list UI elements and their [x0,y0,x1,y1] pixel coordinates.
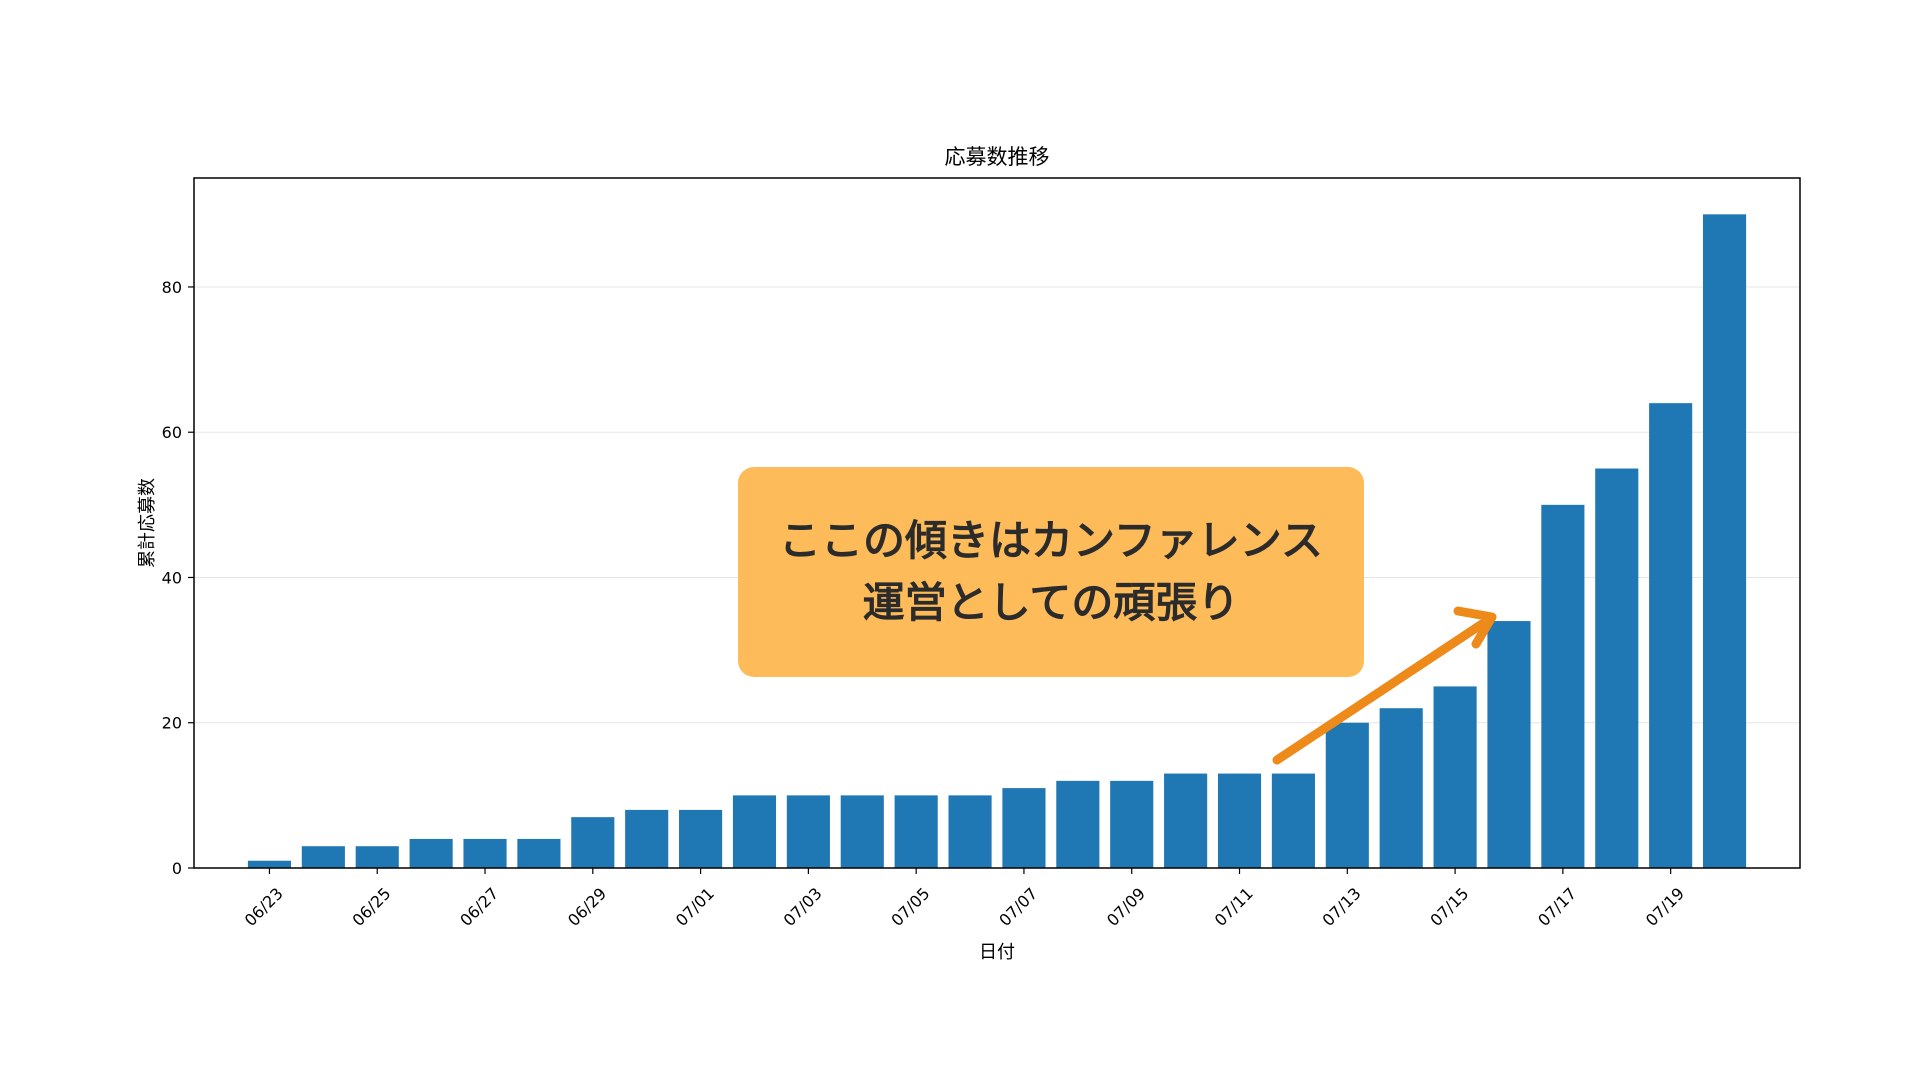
y-tick-label: 20 [162,714,182,733]
chart-title: 応募数推移 [945,145,1050,169]
x-tick-label: 07/13 [1319,884,1365,930]
x-tick-label: 07/07 [995,884,1041,930]
x-tick-label: 07/11 [1211,884,1257,930]
bar [1379,708,1423,868]
x-tick-label: 07/03 [780,884,826,930]
x-tick-label: 06/23 [241,884,287,930]
bar [786,795,830,868]
bar [732,795,777,868]
bar [1271,773,1315,868]
y-axis-label: 累計応募数 [137,478,158,568]
bar [1056,780,1100,868]
bar [517,838,561,868]
x-tick-label: 07/19 [1642,884,1688,930]
bars [247,214,1747,868]
x-tick-label: 06/29 [564,884,610,930]
arrow-shaft [1272,619,1487,765]
x-tick-label: 07/05 [887,884,933,930]
bar [409,838,453,868]
bar [355,846,399,868]
bar [1649,403,1693,868]
bar [1487,621,1531,868]
x-tick-label: 07/01 [672,884,718,930]
bar [247,860,292,868]
bar [894,795,938,868]
x-tick-label: 07/17 [1534,884,1580,930]
x-tick-label: 06/25 [349,884,395,930]
bar [840,795,884,868]
bar [571,817,615,868]
y-axis-ticks: 0 20 40 60 80 [162,278,194,878]
bar [1595,468,1639,868]
bar [1433,686,1477,868]
bar [301,846,345,868]
bar [1217,773,1262,868]
x-axis-label: 日付 [979,942,1015,963]
trend-arrow [1272,606,1497,765]
bar [1002,788,1046,868]
bar [679,809,723,868]
bar [1702,214,1747,868]
annotation-line-2: 運営としての頑張り [862,578,1240,627]
bar [625,809,669,868]
y-tick-label: 60 [162,423,182,442]
annotation-line-1: ここの傾きはカンファレンス [779,516,1323,565]
arrow-head [1453,606,1497,649]
grid-lines [194,286,1800,724]
bar [463,838,507,868]
x-tick-label: 07/15 [1426,884,1472,930]
y-tick-label: 40 [162,568,182,587]
bar [948,795,992,868]
x-tick-label: 06/27 [456,884,502,930]
bar [1164,773,1208,868]
bar [1325,722,1369,868]
plot-frame [193,177,1801,869]
annotation-callout: ここの傾きはカンファレンス 運営としての頑張り [738,467,1364,677]
y-tick-label: 0 [172,859,182,878]
x-tick-label: 07/09 [1103,884,1149,930]
x-axis-ticks: 06/23 06/25 06/27 06/29 07/01 07/03 07/05 07/07… [241,868,1688,930]
bar [1110,780,1154,868]
y-tick-label: 80 [162,278,182,297]
bar [1541,504,1585,868]
